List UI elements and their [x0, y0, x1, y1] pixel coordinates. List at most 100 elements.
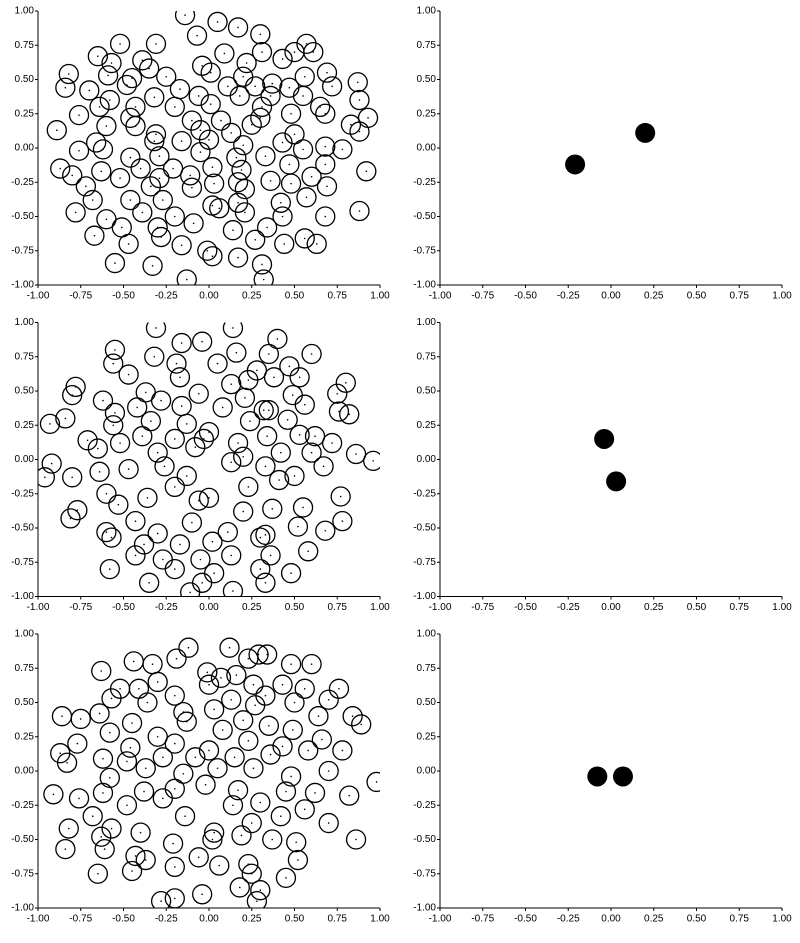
point	[70, 708, 91, 730]
point	[635, 122, 656, 143]
point-ring	[132, 202, 153, 223]
x-tick-label: 0.75	[730, 914, 750, 925]
point-center	[238, 886, 241, 889]
point-ring	[169, 534, 191, 555]
point	[156, 66, 177, 87]
point	[181, 177, 203, 198]
point-center	[126, 84, 128, 86]
point-ring	[166, 353, 187, 374]
point-center	[67, 73, 70, 75]
x-tick-label: 0.25	[242, 602, 262, 613]
point-center	[209, 71, 212, 74]
point-ring	[212, 719, 233, 741]
point-ring	[125, 545, 146, 566]
point-center	[221, 729, 224, 731]
point-center	[120, 226, 123, 229]
x-tick-label: 0.00	[199, 914, 219, 925]
x-tick-label: -1.00	[27, 291, 50, 302]
point-center	[199, 151, 202, 153]
point-ring	[332, 139, 353, 160]
point-center	[350, 123, 352, 126]
point	[280, 766, 302, 787]
point-center	[194, 756, 197, 759]
point	[255, 685, 276, 706]
point-center	[259, 536, 262, 539]
point	[594, 428, 615, 449]
point-center	[348, 413, 351, 416]
point-ring	[147, 671, 168, 693]
point-center	[155, 133, 157, 136]
point	[246, 891, 268, 908]
y-tick-label: -0.50	[11, 834, 34, 845]
point-center	[146, 497, 149, 499]
point-center	[252, 683, 255, 686]
point-center	[227, 531, 229, 533]
point	[250, 880, 271, 901]
point-center	[136, 406, 138, 409]
point	[229, 85, 250, 107]
point	[60, 508, 81, 529]
point-disc	[565, 154, 586, 175]
point-ring	[250, 24, 271, 45]
point	[315, 136, 336, 157]
point	[116, 74, 138, 96]
point	[238, 730, 259, 752]
point	[250, 792, 271, 813]
point-ring	[67, 733, 88, 754]
point-ring	[125, 511, 146, 532]
point-center	[91, 199, 94, 201]
point-center	[310, 663, 313, 665]
point-ring	[202, 246, 223, 267]
point-ring	[233, 501, 254, 522]
point-center	[232, 590, 234, 592]
point-ring	[226, 342, 247, 363]
points	[43, 637, 380, 908]
point	[178, 637, 199, 658]
point-ring	[144, 346, 165, 367]
point-center	[139, 831, 142, 834]
point-ring	[65, 202, 86, 223]
point	[250, 558, 271, 580]
point	[255, 146, 276, 167]
point-ring	[118, 233, 139, 255]
point	[304, 782, 326, 804]
point-center	[324, 145, 327, 148]
point-ring	[280, 766, 302, 787]
point-center	[134, 554, 137, 557]
point	[87, 863, 108, 884]
y-tick-label: -0.25	[413, 800, 436, 811]
y-tick-label: -0.25	[11, 177, 34, 188]
point-ring	[89, 703, 110, 724]
point	[251, 254, 273, 275]
point-center	[76, 742, 79, 745]
point	[125, 511, 146, 532]
point-ring	[221, 452, 242, 473]
point-ring	[349, 121, 370, 142]
point-ring	[236, 52, 257, 74]
point-ring	[152, 189, 173, 211]
point	[279, 154, 300, 175]
point-ring	[185, 747, 206, 768]
point-ring	[68, 788, 90, 809]
point-center	[254, 238, 256, 241]
point-ring	[147, 217, 168, 238]
point-center	[185, 720, 188, 723]
point-center	[172, 167, 174, 170]
point-ring	[286, 832, 307, 853]
point-center	[114, 349, 116, 351]
point-ring	[62, 384, 83, 406]
point-center	[360, 723, 362, 726]
point-center	[230, 554, 233, 557]
point-ring	[250, 880, 271, 901]
point-ring	[87, 863, 108, 884]
point-ring	[243, 758, 264, 779]
point-center	[156, 451, 159, 454]
point-center	[110, 536, 113, 539]
point-ring	[262, 498, 283, 519]
point-ring	[171, 235, 192, 256]
point	[272, 48, 293, 70]
point-center	[310, 175, 313, 178]
point-center	[162, 797, 164, 800]
point-center	[338, 688, 340, 690]
x-tick-label: 0.75	[328, 291, 348, 302]
